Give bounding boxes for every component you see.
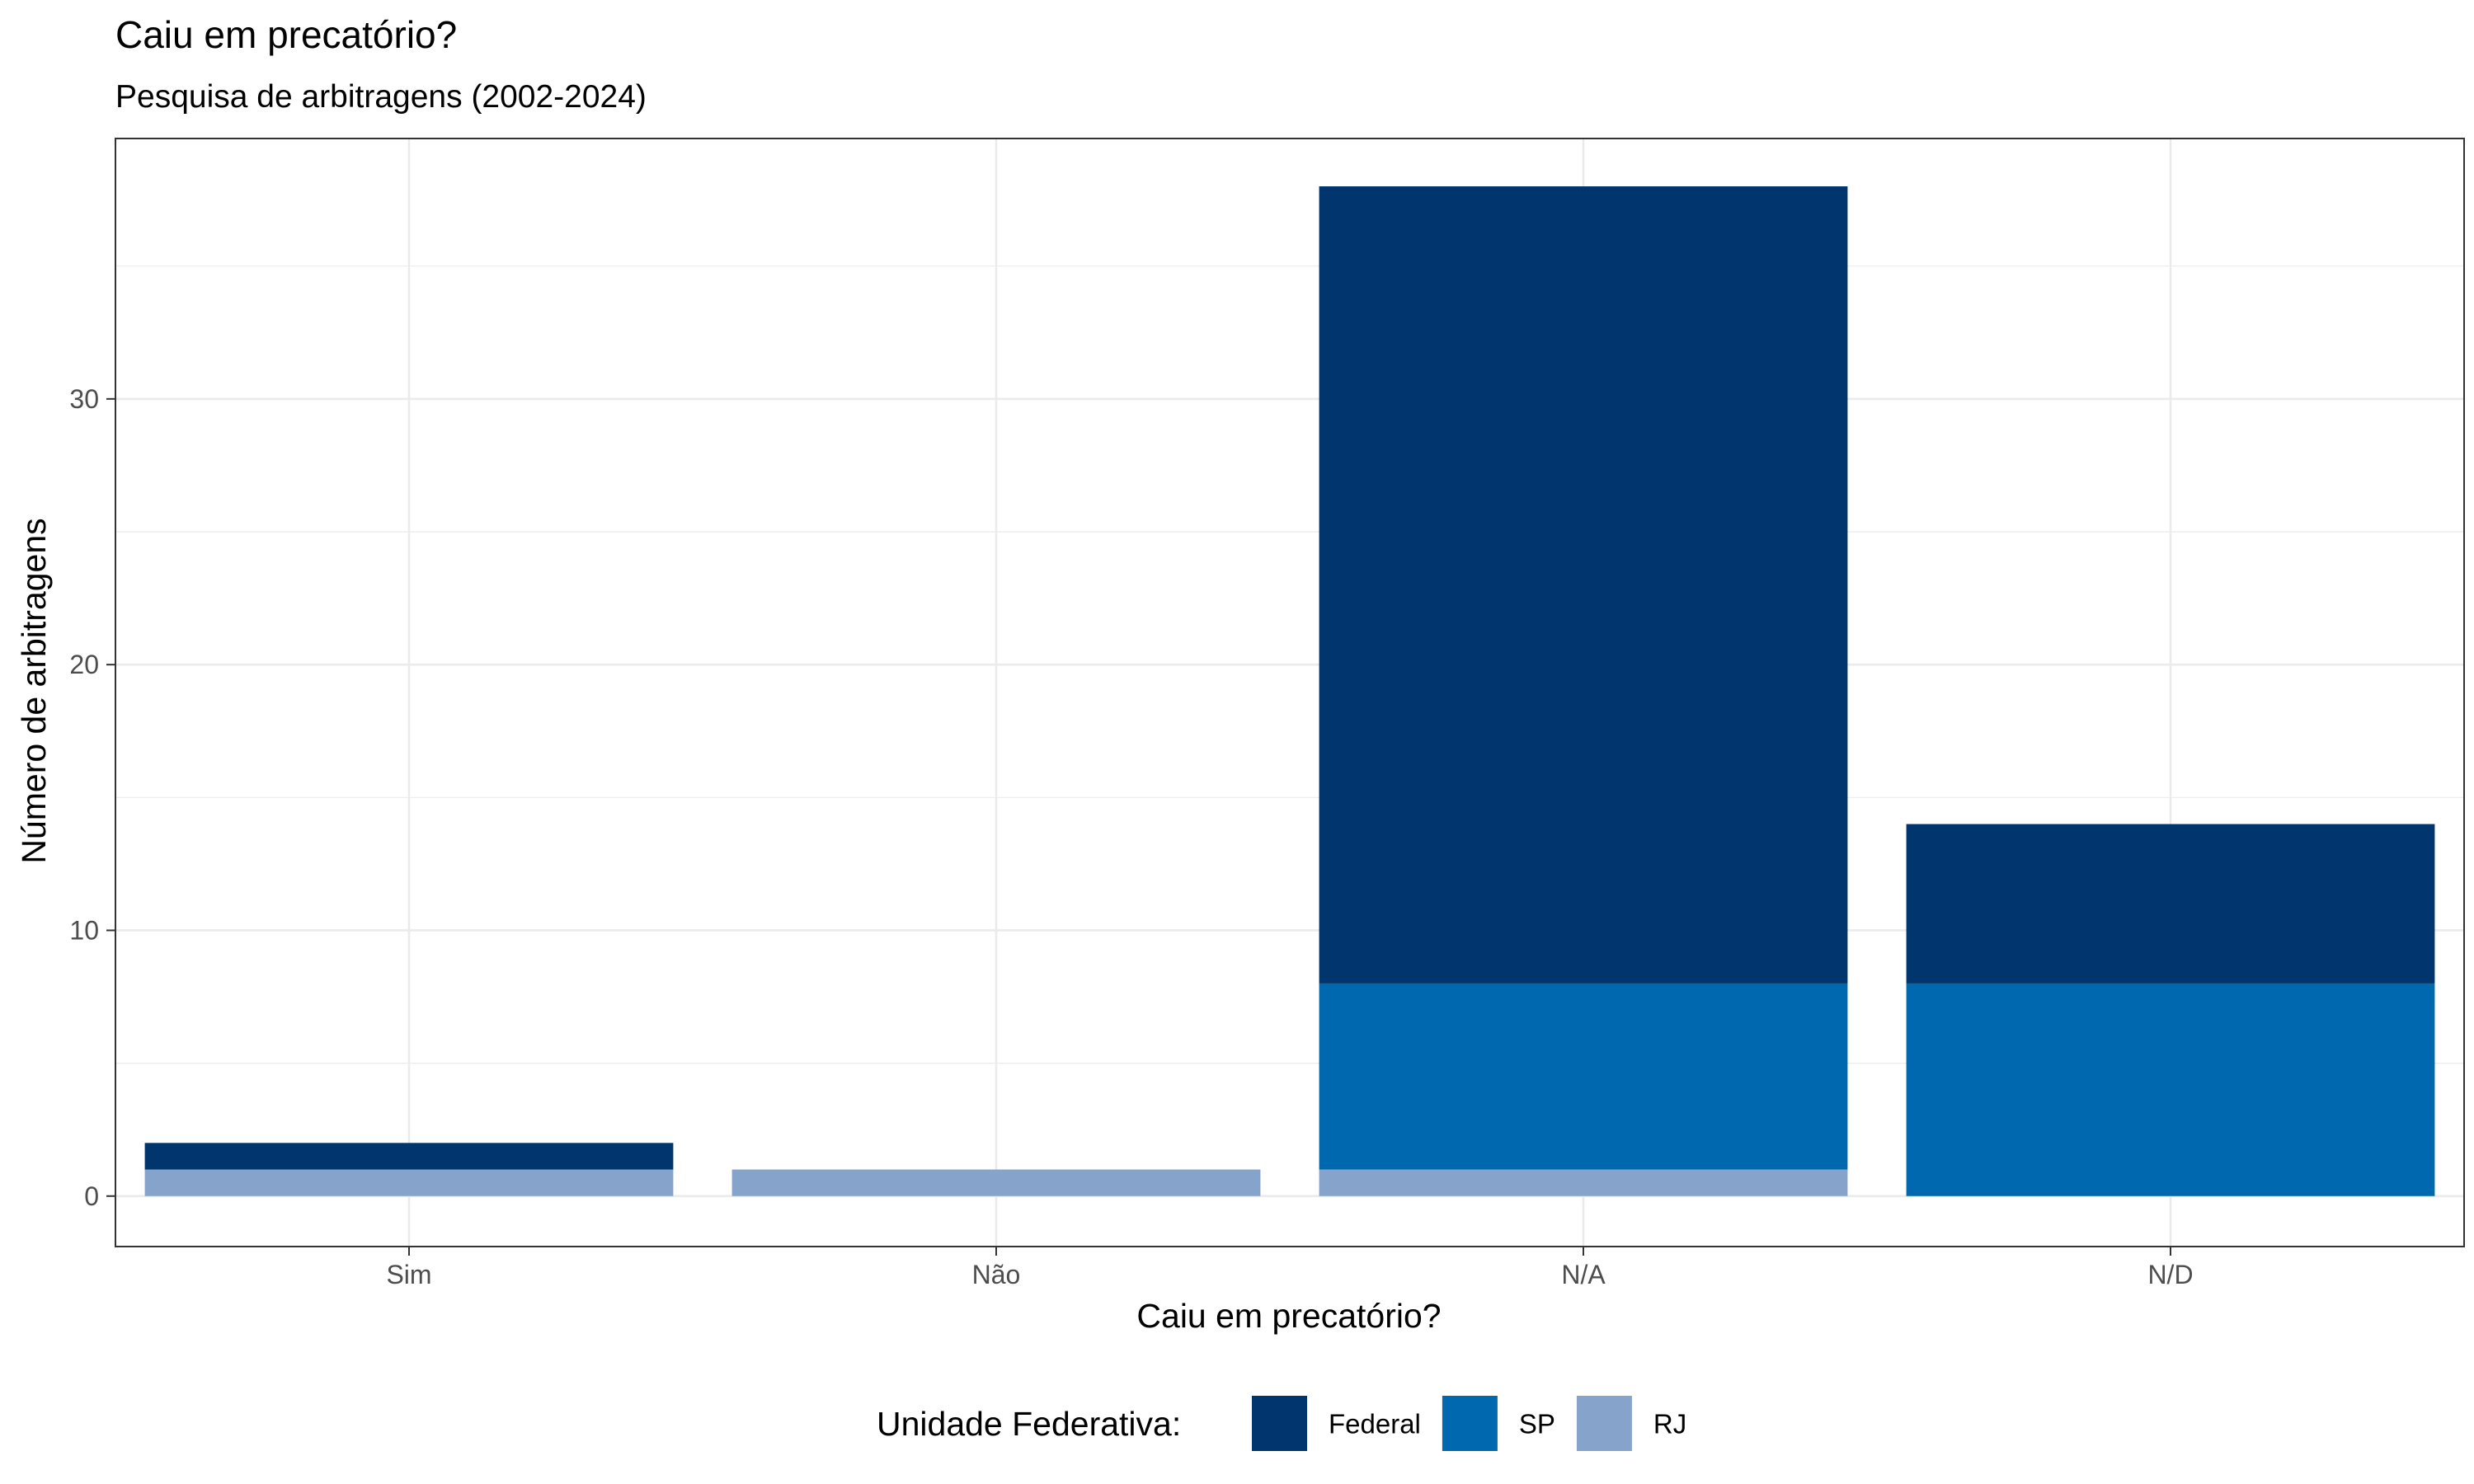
x-tick-label: N/D [2147,1260,2193,1289]
chart-subtitle: Pesquisa de arbitragens (2002-2024) [115,79,647,115]
legend-label-federal: Federal [1329,1409,1421,1439]
legend-label-rj: RJ [1653,1409,1686,1439]
bar-rj-sim [144,1169,674,1196]
x-tick-label: Não [972,1260,1021,1289]
y-tick-label: 10 [69,915,99,945]
bars [144,186,2435,1196]
bar-rj-n-o [731,1169,1261,1196]
x-tick-label: N/A [1561,1260,1606,1289]
y-tick-label: 20 [69,650,99,679]
legend-label-sp: SP [1519,1409,1555,1439]
bar-sp-n-a [1319,983,1848,1170]
plot-grid [115,139,2464,1247]
legend: Unidade Federativa: Federal SP RJ [877,1396,1686,1451]
y-tick-label: 0 [84,1181,99,1211]
x-axis: Sim Não N/A N/D [386,1247,2194,1289]
x-tick-label: Sim [386,1260,431,1289]
plot-panel-border [115,138,2465,1247]
y-axis-label: Número de arbitragens [15,518,53,863]
y-axis: 0 10 20 30 [69,384,115,1211]
legend-key-sp [1442,1396,1498,1451]
bar-rj-n-a [1319,1169,1848,1196]
bar-sp-n-d [1906,983,2435,1196]
bar-federal-n-a [1319,186,1848,984]
legend-key-federal [1252,1396,1307,1451]
y-tick-label: 30 [69,384,99,414]
legend-key-rj [1576,1396,1632,1451]
bar-federal-n-d [1906,824,2435,984]
chart-title: Caiu em precatório? [115,13,457,56]
legend-title: Unidade Federativa: [877,1405,1181,1443]
bar-federal-sim [144,1143,674,1170]
x-axis-label: Caiu em precatório? [1136,1297,1441,1335]
